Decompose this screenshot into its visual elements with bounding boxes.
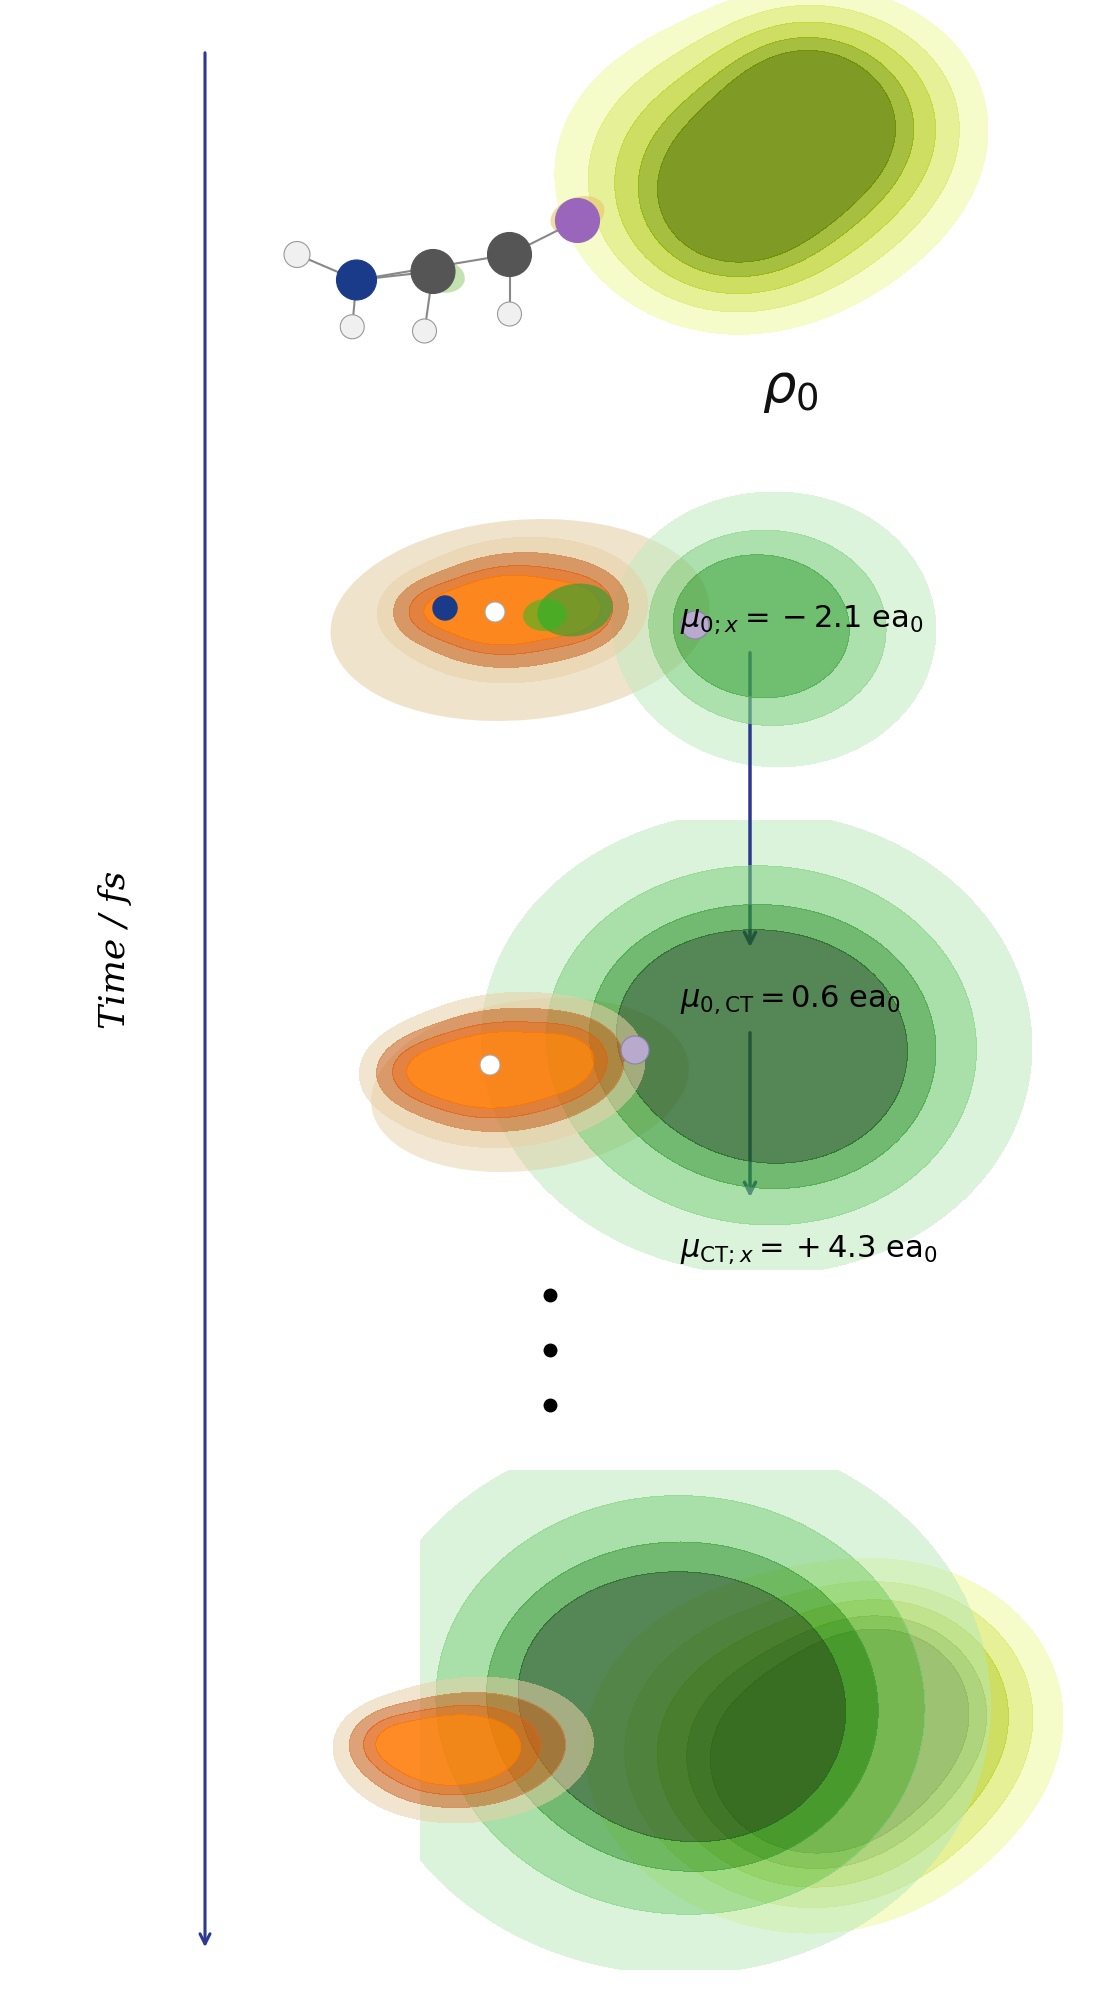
- Circle shape: [480, 1054, 501, 1074]
- Ellipse shape: [330, 520, 710, 720]
- Ellipse shape: [421, 260, 465, 292]
- Text: Time / fs: Time / fs: [98, 870, 132, 1030]
- Ellipse shape: [522, 598, 566, 632]
- Circle shape: [337, 260, 376, 300]
- Circle shape: [340, 314, 364, 338]
- Circle shape: [485, 602, 505, 622]
- Circle shape: [411, 250, 455, 294]
- Ellipse shape: [550, 196, 605, 234]
- Text: $\rho_0$: $\rho_0$: [762, 364, 818, 416]
- Circle shape: [487, 232, 531, 276]
- Circle shape: [556, 198, 600, 242]
- Circle shape: [412, 320, 437, 344]
- Circle shape: [681, 612, 710, 640]
- Text: $\mu_{0;x} = -2.1\ \mathrm{ea}_{0}$: $\mu_{0;x} = -2.1\ \mathrm{ea}_{0}$: [680, 604, 923, 636]
- Ellipse shape: [371, 998, 689, 1172]
- Circle shape: [621, 1036, 649, 1064]
- Text: $\mu_{\mathrm{CT};x} = +4.3\ \mathrm{ea}_{0}$: $\mu_{\mathrm{CT};x} = +4.3\ \mathrm{ea}…: [680, 1234, 938, 1266]
- Circle shape: [284, 242, 310, 268]
- Circle shape: [433, 596, 456, 620]
- Circle shape: [497, 302, 521, 326]
- Text: $\mu_{0,\mathrm{CT}} = 0.6\ \mathrm{ea}_{0}$: $\mu_{0,\mathrm{CT}} = 0.6\ \mathrm{ea}_…: [680, 984, 901, 1016]
- Ellipse shape: [537, 584, 613, 636]
